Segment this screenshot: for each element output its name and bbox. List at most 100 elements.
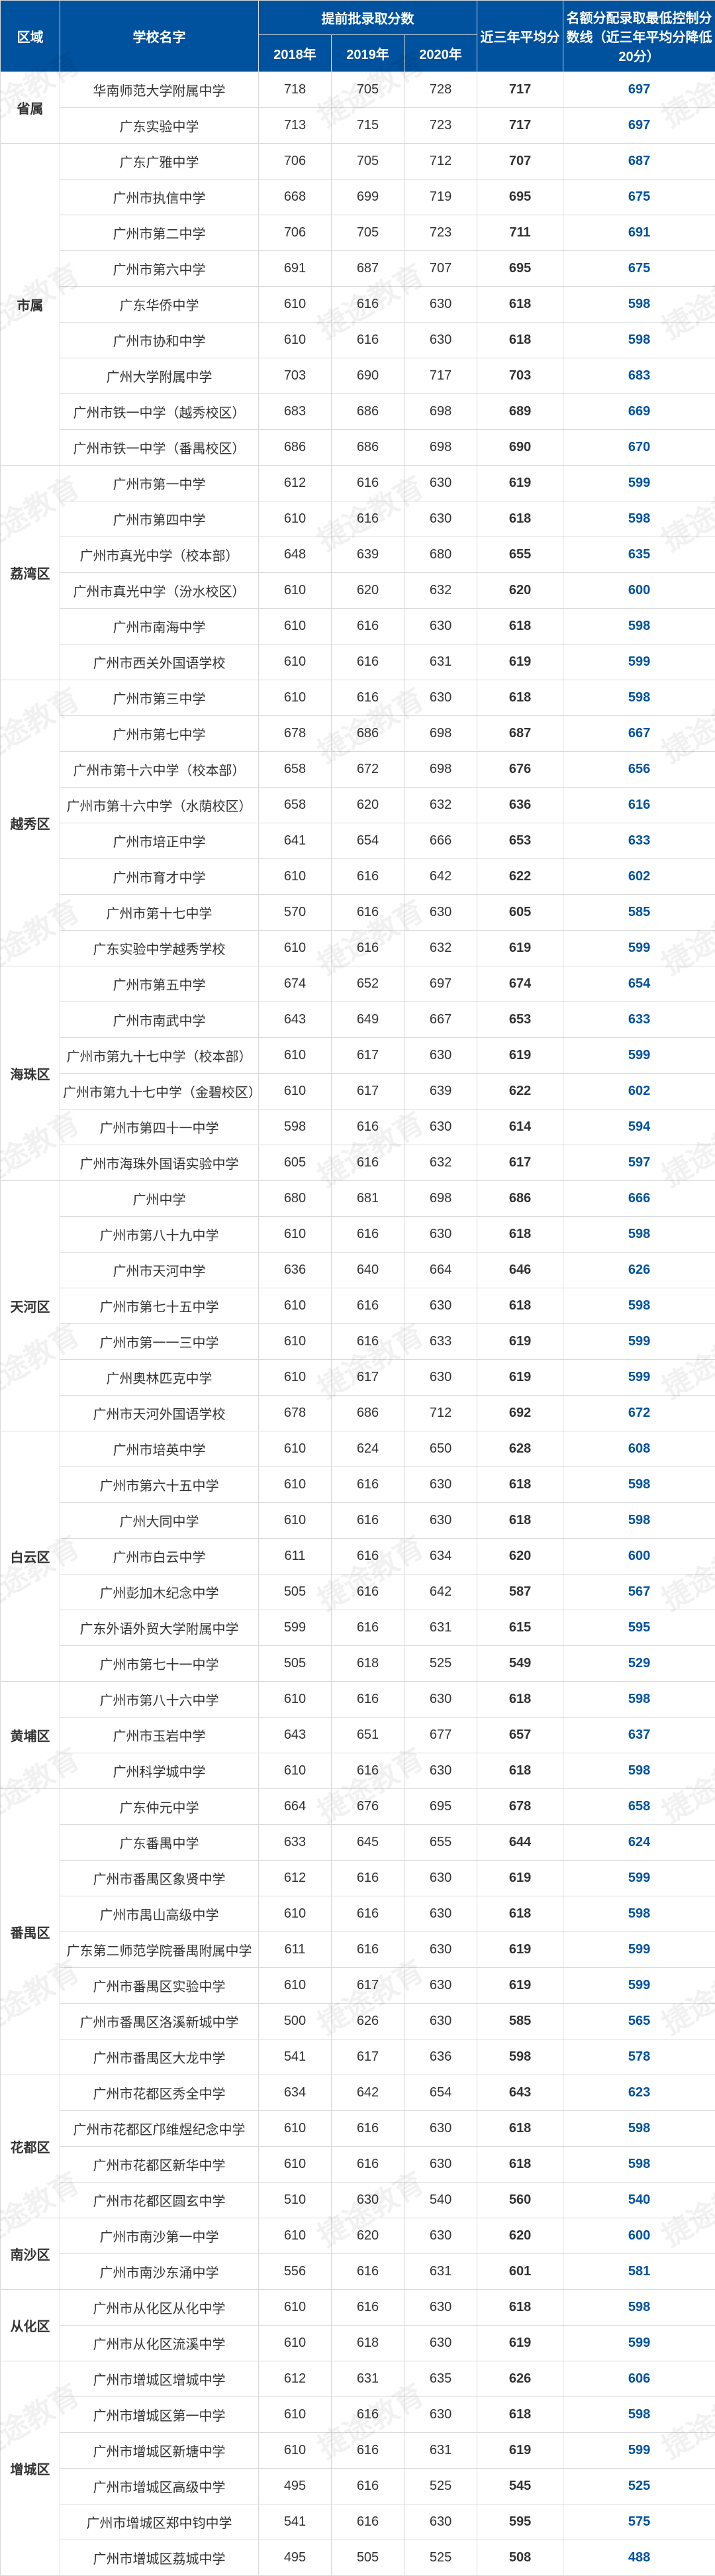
school-cell: 广东仲元中学: [60, 1789, 259, 1825]
avg-cell: 626: [477, 2361, 563, 2397]
y2018-cell: 643: [259, 1718, 332, 1753]
col-2018: 2018年: [259, 34, 332, 72]
region-cell: 天河区: [1, 1181, 60, 1431]
y2019-cell: 616: [332, 466, 405, 501]
ctrl-cell: 608: [563, 1431, 715, 1467]
table-row: 广州市执信中学668699719695675: [1, 180, 715, 215]
y2019-cell: 618: [332, 2326, 405, 2361]
table-row: 广州市增城区高级中学495616525545525: [1, 2469, 715, 2504]
school-cell: 广州市执信中学: [60, 180, 259, 215]
y2019-cell: 616: [332, 1109, 405, 1145]
avg-cell: 619: [477, 466, 563, 501]
ctrl-cell: 624: [563, 1825, 715, 1861]
y2020-cell: 631: [405, 644, 477, 680]
ctrl-cell: 667: [563, 716, 715, 752]
table-row: 广州市海珠外国语实验中学605616632617597: [1, 1145, 715, 1181]
school-cell: 广州中学: [60, 1181, 259, 1217]
table-row: 广州市第九十七中学（校本部）610617630619599: [1, 1038, 715, 1074]
avg-cell: 618: [477, 2397, 563, 2433]
y2020-cell: 630: [405, 2111, 477, 2147]
avg-cell: 605: [477, 895, 563, 931]
ctrl-cell: 598: [563, 501, 715, 537]
y2019-cell: 616: [332, 1896, 405, 1932]
y2020-cell: 630: [405, 1503, 477, 1539]
avg-cell: 711: [477, 215, 563, 251]
school-cell: 广州市南沙东涌中学: [60, 2254, 259, 2290]
table-row: 广州彭加木纪念中学505616642587567: [1, 1574, 715, 1610]
y2019-cell: 690: [332, 358, 405, 394]
y2020-cell: 719: [405, 180, 477, 215]
y2018-cell: 706: [259, 144, 332, 180]
y2018-cell: 510: [259, 2183, 332, 2218]
table-row: 增城区广州市增城区增城中学612631635626606: [1, 2361, 715, 2397]
y2020-cell: 642: [405, 1574, 477, 1610]
y2018-cell: 611: [259, 1932, 332, 1968]
y2020-cell: 630: [405, 2290, 477, 2326]
y2018-cell: 610: [259, 1682, 332, 1718]
school-cell: 广州市天河中学: [60, 1253, 259, 1288]
table-row: 广州市从化区流溪中学610618630619599: [1, 2326, 715, 2361]
school-cell: 广州市白云中学: [60, 1539, 259, 1574]
school-cell: 广州市南海中学: [60, 609, 259, 644]
avg-cell: 620: [477, 573, 563, 609]
avg-cell: 619: [477, 1324, 563, 1360]
school-cell: 广州市铁一中学（越秀校区）: [60, 394, 259, 430]
y2020-cell: 707: [405, 251, 477, 287]
y2020-cell: 630: [405, 680, 477, 716]
y2020-cell: 630: [405, 287, 477, 323]
avg-cell: 687: [477, 716, 563, 752]
table-row: 省属华南师范大学附属中学718705728717697: [1, 72, 715, 108]
y2019-cell: 505: [332, 2540, 405, 2576]
school-cell: 广东实验中学越秀学校: [60, 931, 259, 966]
y2020-cell: 698: [405, 752, 477, 788]
col-school: 学校名字: [60, 1, 259, 72]
ctrl-cell: 637: [563, 1718, 715, 1753]
avg-cell: 689: [477, 394, 563, 430]
y2020-cell: 698: [405, 430, 477, 466]
y2019-cell: 616: [332, 859, 405, 895]
col-region: 区域: [1, 1, 60, 72]
school-cell: 广东第二师范学院番禺附属中学: [60, 1932, 259, 1968]
table-row: 广州市铁一中学（越秀校区）683686698689669: [1, 394, 715, 430]
school-cell: 广州市增城区高级中学: [60, 2469, 259, 2504]
avg-cell: 646: [477, 1253, 563, 1288]
avg-cell: 617: [477, 1145, 563, 1181]
y2020-cell: 630: [405, 609, 477, 644]
avg-cell: 620: [477, 1539, 563, 1574]
table-row: 南沙区广州市南沙第一中学610620630620600: [1, 2218, 715, 2254]
y2018-cell: 706: [259, 215, 332, 251]
y2019-cell: 642: [332, 2075, 405, 2111]
table-row: 广州市育才中学610616642622602: [1, 859, 715, 895]
ctrl-cell: 599: [563, 644, 715, 680]
school-cell: 广州市真光中学（汾水校区）: [60, 573, 259, 609]
avg-cell: 676: [477, 752, 563, 788]
y2018-cell: 612: [259, 2361, 332, 2397]
avg-cell: 549: [477, 1646, 563, 1682]
y2020-cell: 698: [405, 394, 477, 430]
table-row: 广州市番禺区象贤中学612616630619599: [1, 1861, 715, 1896]
y2020-cell: 630: [405, 2004, 477, 2039]
y2019-cell: 617: [332, 1074, 405, 1109]
y2020-cell: 630: [405, 2326, 477, 2361]
ctrl-cell: 567: [563, 1574, 715, 1610]
avg-cell: 618: [477, 2111, 563, 2147]
table-row: 广州市花都区新华中学610616630618598: [1, 2147, 715, 2183]
y2019-cell: 616: [332, 1539, 405, 1574]
school-cell: 广州大学附属中学: [60, 358, 259, 394]
y2018-cell: 610: [259, 644, 332, 680]
table-row: 广州市白云中学611616634620600: [1, 1539, 715, 1574]
y2020-cell: 636: [405, 2039, 477, 2075]
school-cell: 广州市铁一中学（番禺校区）: [60, 430, 259, 466]
y2019-cell: 616: [332, 644, 405, 680]
school-cell: 广州市花都区秀全中学: [60, 2075, 259, 2111]
school-cell: 广州市海珠外国语实验中学: [60, 1145, 259, 1181]
avg-cell: 618: [477, 1503, 563, 1539]
school-cell: 广州市第十六中学（水荫校区）: [60, 788, 259, 823]
school-cell: 广州市番禺区象贤中学: [60, 1861, 259, 1896]
y2020-cell: 639: [405, 1074, 477, 1109]
y2019-cell: 617: [332, 1968, 405, 2004]
y2020-cell: 642: [405, 859, 477, 895]
y2019-cell: 640: [332, 1253, 405, 1288]
y2018-cell: 610: [259, 680, 332, 716]
y2018-cell: 658: [259, 788, 332, 823]
